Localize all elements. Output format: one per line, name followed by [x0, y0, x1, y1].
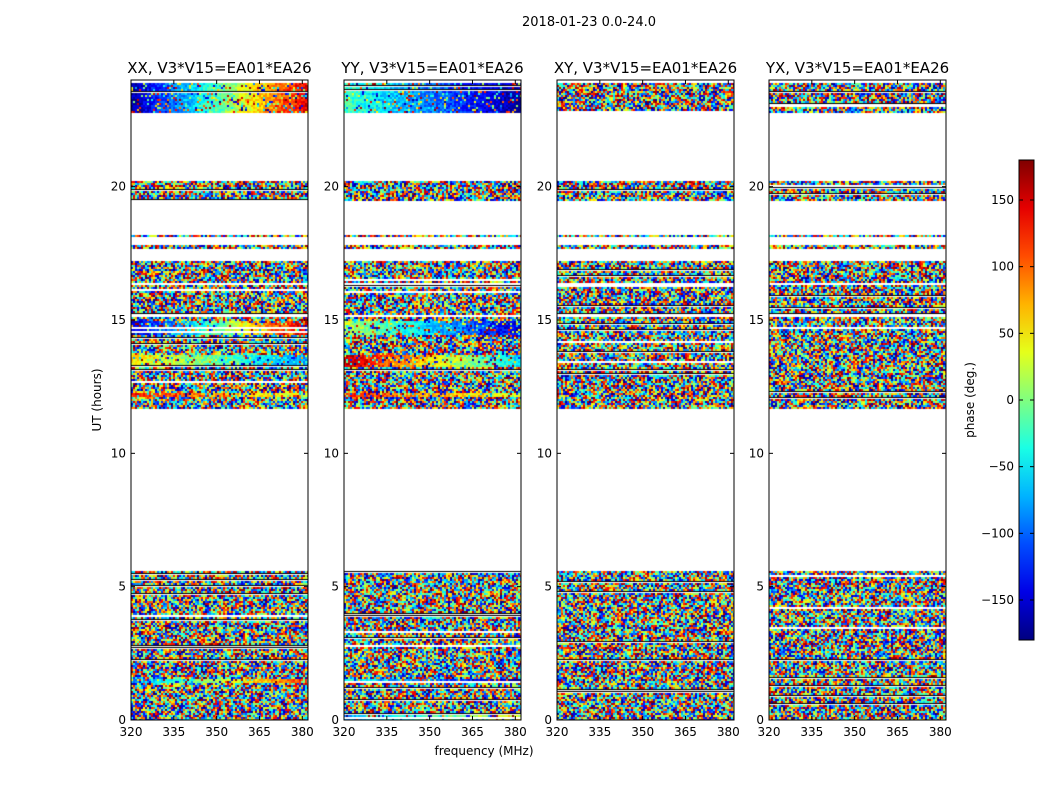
colorbar-tick-label: 150	[991, 193, 1014, 207]
x-tick-label: 335	[588, 725, 611, 739]
x-tick-label: 365	[461, 725, 484, 739]
y-axis-label: UT (hours)	[90, 368, 104, 431]
panel-frame	[556, 79, 735, 721]
y-tick-label: 5	[756, 580, 764, 594]
panel-frame	[130, 79, 309, 721]
y-tick-label: 5	[544, 580, 552, 594]
heatmap-canvas	[769, 80, 946, 720]
heatmap-canvas	[131, 80, 308, 720]
colorbar-tick-label: −100	[981, 526, 1014, 540]
y-tick-label: 20	[749, 180, 764, 194]
x-tick-label: 365	[886, 725, 909, 739]
panel-xx: XX, V3*V15=EA01*EA26 320 335 350 365 380 0 5 10 1…	[111, 59, 314, 739]
colorbar-tick-label: 0	[1006, 393, 1014, 407]
x-tick-label: 380	[504, 725, 527, 739]
x-tick-label: 350	[205, 725, 228, 739]
colorbar: −150 −100 −50 0 50 100 150	[981, 159, 1035, 641]
y-tick-label: 15	[537, 313, 552, 327]
y-tick-label: 0	[118, 713, 126, 727]
x-tick-label: 365	[674, 725, 697, 739]
y-tick-label: 10	[324, 446, 339, 460]
y-tick-label: 10	[537, 446, 552, 460]
colorbar-tick-label: 50	[999, 326, 1014, 340]
heatmap-image	[769, 80, 946, 720]
panel-frame	[343, 79, 522, 721]
panel-title: YX, V3*V15=EA01*EA26	[765, 59, 949, 77]
panels: XX, V3*V15=EA01*EA26 320 335 350 365 380 0 5 10 1…	[111, 59, 952, 739]
heatmap-canvas	[344, 80, 521, 720]
colorbar-label: phase (deg.)	[963, 362, 977, 438]
y-tick-label: 20	[537, 180, 552, 194]
panel-title: XY, V3*V15=EA01*EA26	[554, 59, 737, 77]
x-tick-label: 335	[162, 725, 185, 739]
y-tick-label: 0	[544, 713, 552, 727]
y-tick-label: 5	[118, 580, 126, 594]
heatmap-image	[557, 80, 734, 720]
heatmap-canvas	[557, 80, 734, 720]
colorbar-tick-label: 100	[991, 260, 1014, 274]
panel-frame	[768, 79, 947, 721]
colorbar-tick-label: −150	[981, 593, 1014, 607]
x-tick-label: 320	[758, 725, 781, 739]
y-tick-label: 20	[324, 180, 339, 194]
y-tick-label: 0	[331, 713, 339, 727]
y-tick-label: 15	[111, 313, 126, 327]
x-tick-label: 365	[248, 725, 271, 739]
y-tick-label: 20	[111, 180, 126, 194]
y-tick-label: 15	[749, 313, 764, 327]
x-tick-label: 320	[333, 725, 356, 739]
y-tick-label: 5	[331, 580, 339, 594]
x-axis-label: frequency (MHz)	[434, 744, 533, 758]
panel-yy: YY, V3*V15=EA01*EA26 320 335 350 365 380 0 5 10 1…	[324, 59, 527, 739]
x-tick-label: 380	[717, 725, 740, 739]
panel-title: XX, V3*V15=EA01*EA26	[127, 59, 311, 77]
panel-yx: YX, V3*V15=EA01*EA26 320 335 350 365 380 0 5 10 1…	[749, 59, 952, 739]
x-tick-label: 320	[546, 725, 569, 739]
figure-title: 2018-01-23 0.0-24.0	[522, 15, 656, 30]
panel-xy: XY, V3*V15=EA01*EA26 320 335 350 365 380 0 5 10 1…	[537, 59, 740, 739]
x-tick-label: 350	[631, 725, 654, 739]
heatmap-image	[131, 80, 308, 720]
x-tick-label: 350	[418, 725, 441, 739]
heatmap-image	[344, 80, 521, 720]
y-tick-label: 10	[749, 446, 764, 460]
x-tick-label: 380	[929, 725, 952, 739]
panel-title: YY, V3*V15=EA01*EA26	[340, 59, 523, 77]
x-tick-label: 335	[375, 725, 398, 739]
x-tick-label: 380	[291, 725, 314, 739]
x-tick-label: 350	[843, 725, 866, 739]
y-tick-label: 0	[756, 713, 764, 727]
y-tick-label: 10	[111, 446, 126, 460]
x-tick-label: 335	[800, 725, 823, 739]
x-tick-label: 320	[120, 725, 143, 739]
colorbar-tick-label: −50	[989, 460, 1014, 474]
y-tick-label: 15	[324, 313, 339, 327]
